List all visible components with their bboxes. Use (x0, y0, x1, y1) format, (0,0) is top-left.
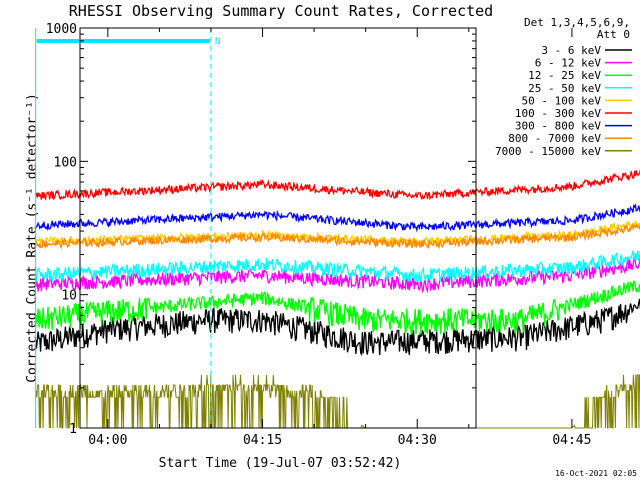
legend-label-7: 800 - 7000 keV (508, 132, 601, 145)
legend-label-1: 6 - 12 keV (535, 57, 602, 70)
series-line-6 (35, 203, 640, 233)
x-tick-label-3: 04:45 (552, 433, 591, 448)
series-line-5 (35, 169, 640, 201)
series-line-0 (35, 298, 640, 357)
timestamp: 16-Oct-2021 02:05 (555, 469, 637, 478)
legend-label-5: 100 - 300 keV (515, 107, 601, 120)
legend-label-6: 300 - 800 keV (515, 120, 601, 133)
series-line-3 (35, 250, 640, 283)
chart-title: RHESSI Observing Summary Count Rates, Co… (69, 2, 493, 20)
y-axis-label-text: Corrected Count Rate (s⁻¹ detector⁻¹) (25, 93, 40, 383)
legend-header-line-1: Det 1,3,4,5,6,9, (524, 16, 630, 29)
legend-label-2: 12 - 25 keV (528, 69, 601, 82)
x-axis-label: Start Time (19-Jul-07 03:52:42) (159, 456, 402, 471)
y-tick-label-0: 1 (69, 422, 77, 437)
x-tick-label-0: 04:00 (88, 433, 127, 448)
plot-frame (79, 27, 477, 429)
legend-label-8: 7000 - 15000 keV (495, 145, 601, 158)
annotation-layer: N (35, 28, 220, 428)
series-line-7 (35, 222, 640, 250)
x-tick-label-2: 04:30 (398, 433, 437, 448)
axes-layer: 110100100004:0004:1504:3004:4505:0005:15… (46, 22, 592, 448)
y-tick-label-1: 10 (61, 289, 77, 304)
series-line-1 (35, 256, 640, 294)
legend-label-4: 50 - 100 keV (522, 94, 602, 107)
series-line-8 (35, 374, 640, 429)
y-axis-label: Corrected Count Rate (s⁻¹ detector⁻¹) (25, 93, 40, 383)
legend-label-3: 25 - 50 keV (528, 82, 601, 95)
series-layer (35, 169, 640, 429)
legend-label-0: 3 - 6 keV (541, 44, 601, 57)
series-line-2 (35, 280, 640, 336)
legend-header-line-2: Att 0 (597, 28, 630, 41)
night-label: N (215, 37, 220, 47)
night-bar-0 (36, 39, 210, 43)
y-tick-label-3: 1000 (46, 22, 77, 37)
x-tick-label-1: 04:15 (243, 433, 282, 448)
y-tick-label-2: 100 (54, 155, 77, 170)
